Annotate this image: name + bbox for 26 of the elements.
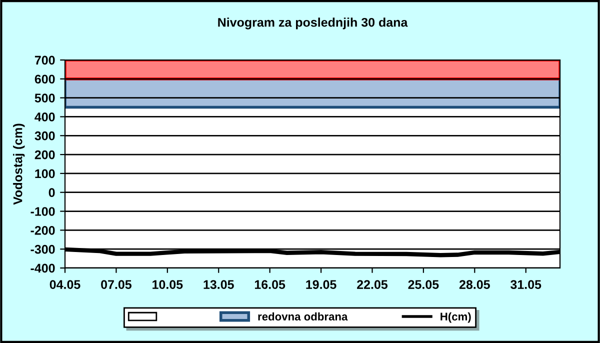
x-tick-label: 31.05 xyxy=(510,280,542,290)
chart-title: Nivogram za poslednjih 30 dana xyxy=(218,18,408,30)
y-tick-label: -100 xyxy=(30,207,55,216)
legend-label: H(cm) xyxy=(440,312,471,323)
x-tick-label: 10.05 xyxy=(152,280,183,289)
y-tick-label: -200 xyxy=(30,226,55,235)
y-tick-label: 200 xyxy=(34,150,55,160)
x-tick-label: 19.05 xyxy=(306,280,336,289)
y-tick-label: -300 xyxy=(30,244,55,254)
x-tick-label: 28.05 xyxy=(459,280,490,289)
x-tick-label: 22.05 xyxy=(357,280,388,289)
y-tick-label: 500 xyxy=(34,94,55,102)
y-tick-label: 700 xyxy=(34,56,55,65)
y-tick-label: 400 xyxy=(34,112,55,122)
y-tick-label: 300 xyxy=(34,131,55,140)
x-tick-label: 07.05 xyxy=(101,280,132,289)
y-tick-label: -400 xyxy=(30,264,55,273)
x-tick-label: 13.05 xyxy=(204,280,234,290)
x-tick-label: 16.05 xyxy=(254,280,286,289)
y-tick-label: 0 xyxy=(48,188,55,198)
y-tick-label: 600 xyxy=(34,74,55,84)
x-tick-label: 25.05 xyxy=(408,280,439,289)
x-tick-label: 04.05 xyxy=(50,280,80,289)
legend-label: redovna odbrana xyxy=(258,312,348,321)
y-axis-title: Vodostaj (cm) xyxy=(13,124,25,205)
y-tick-label: 100 xyxy=(35,169,55,178)
